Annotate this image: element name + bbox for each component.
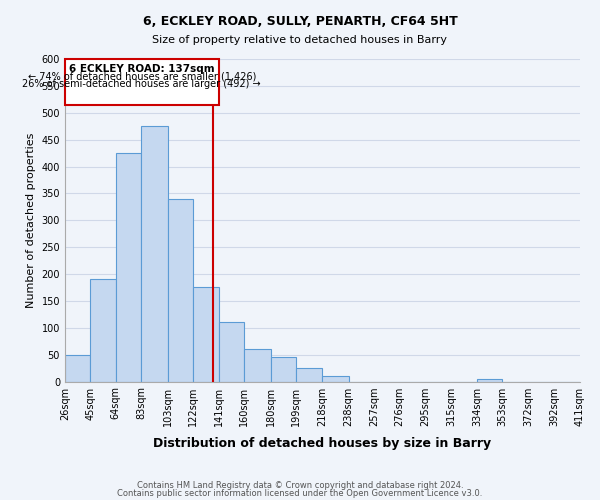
Bar — [141, 126, 168, 382]
Bar — [116, 153, 141, 382]
Text: Size of property relative to detached houses in Barry: Size of property relative to detached ho… — [152, 35, 448, 45]
Bar — [322, 376, 349, 382]
Bar — [271, 358, 296, 382]
Bar — [65, 354, 90, 382]
Bar — [296, 368, 322, 382]
Bar — [244, 350, 271, 382]
FancyBboxPatch shape — [65, 59, 219, 104]
Bar — [168, 199, 193, 382]
Text: 26% of semi-detached houses are larger (492) →: 26% of semi-detached houses are larger (… — [22, 80, 261, 90]
Text: Contains public sector information licensed under the Open Government Licence v3: Contains public sector information licen… — [118, 488, 482, 498]
Bar — [193, 288, 219, 382]
Text: 6, ECKLEY ROAD, SULLY, PENARTH, CF64 5HT: 6, ECKLEY ROAD, SULLY, PENARTH, CF64 5HT — [143, 15, 457, 28]
Text: 6 ECKLEY ROAD: 137sqm: 6 ECKLEY ROAD: 137sqm — [69, 64, 215, 74]
Bar — [477, 379, 502, 382]
Y-axis label: Number of detached properties: Number of detached properties — [26, 132, 36, 308]
X-axis label: Distribution of detached houses by size in Barry: Distribution of detached houses by size … — [154, 437, 491, 450]
Bar — [90, 280, 116, 382]
Text: Contains HM Land Registry data © Crown copyright and database right 2024.: Contains HM Land Registry data © Crown c… — [137, 481, 463, 490]
Text: ← 74% of detached houses are smaller (1,426): ← 74% of detached houses are smaller (1,… — [28, 72, 256, 82]
Bar — [219, 322, 244, 382]
